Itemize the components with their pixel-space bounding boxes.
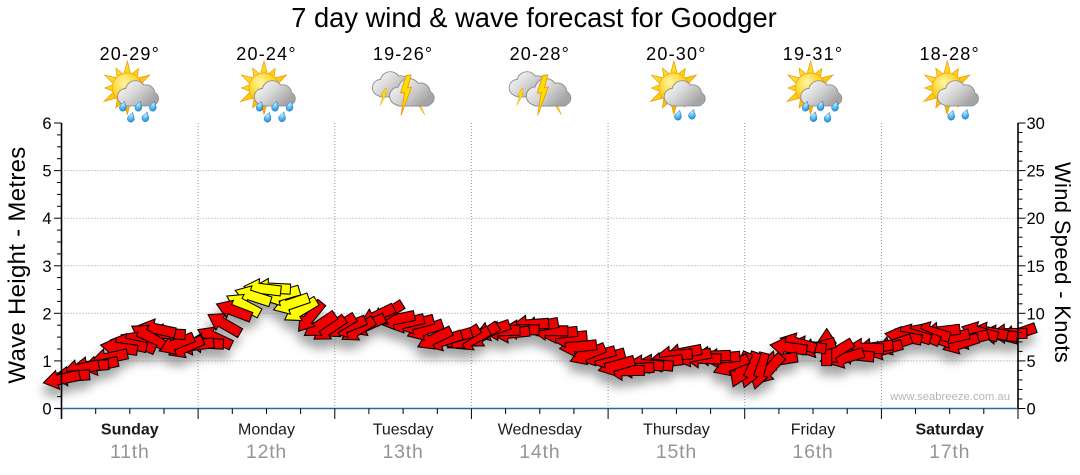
svg-text:www.seabreeze.com.au: www.seabreeze.com.au (889, 391, 1010, 403)
svg-text:6: 6 (42, 115, 51, 133)
svg-text:25: 25 (1027, 163, 1045, 181)
svg-text:Saturday: Saturday (915, 422, 984, 439)
svg-text:13th: 13th (383, 441, 424, 463)
svg-text:0: 0 (42, 401, 51, 419)
svg-text:4: 4 (42, 210, 51, 228)
svg-text:2: 2 (42, 305, 51, 323)
svg-text:5: 5 (42, 163, 51, 181)
svg-text:14th: 14th (519, 441, 560, 463)
svg-text:0: 0 (1027, 401, 1036, 419)
svg-text:7 day wind & wave forecast for: 7 day wind & wave forecast for Goodger (291, 2, 777, 33)
svg-text:20-30°: 20-30° (646, 44, 706, 64)
svg-text:17th: 17th (929, 441, 970, 463)
svg-text:Wednesday: Wednesday (498, 422, 582, 439)
svg-text:Wave Height - Metres: Wave Height - Metres (4, 146, 31, 383)
svg-text:Tuesday: Tuesday (373, 422, 434, 439)
svg-text:30: 30 (1027, 115, 1045, 133)
svg-text:15: 15 (1027, 258, 1045, 276)
svg-text:Thursday: Thursday (643, 422, 710, 439)
svg-text:19-31°: 19-31° (783, 44, 843, 64)
svg-text:11th: 11th (110, 441, 150, 463)
svg-text:5: 5 (1027, 353, 1036, 371)
svg-text:20-29°: 20-29° (100, 44, 160, 64)
svg-text:15th: 15th (656, 441, 697, 463)
svg-text:3: 3 (42, 258, 51, 276)
svg-text:Sunday: Sunday (101, 422, 159, 439)
svg-text:18-28°: 18-28° (919, 44, 979, 64)
svg-text:Friday: Friday (791, 422, 835, 439)
svg-text:16th: 16th (792, 441, 833, 463)
svg-text:19-26°: 19-26° (373, 44, 433, 64)
svg-text:20-28°: 20-28° (510, 44, 570, 64)
svg-text:Monday: Monday (238, 422, 295, 439)
svg-text:12th: 12th (246, 441, 287, 463)
svg-text:10: 10 (1027, 305, 1045, 323)
svg-text:1: 1 (42, 353, 51, 371)
svg-text:20: 20 (1027, 210, 1045, 228)
svg-text:Wind Speed - Knots: Wind Speed - Knots (1050, 162, 1075, 363)
svg-text:20-24°: 20-24° (236, 44, 296, 64)
